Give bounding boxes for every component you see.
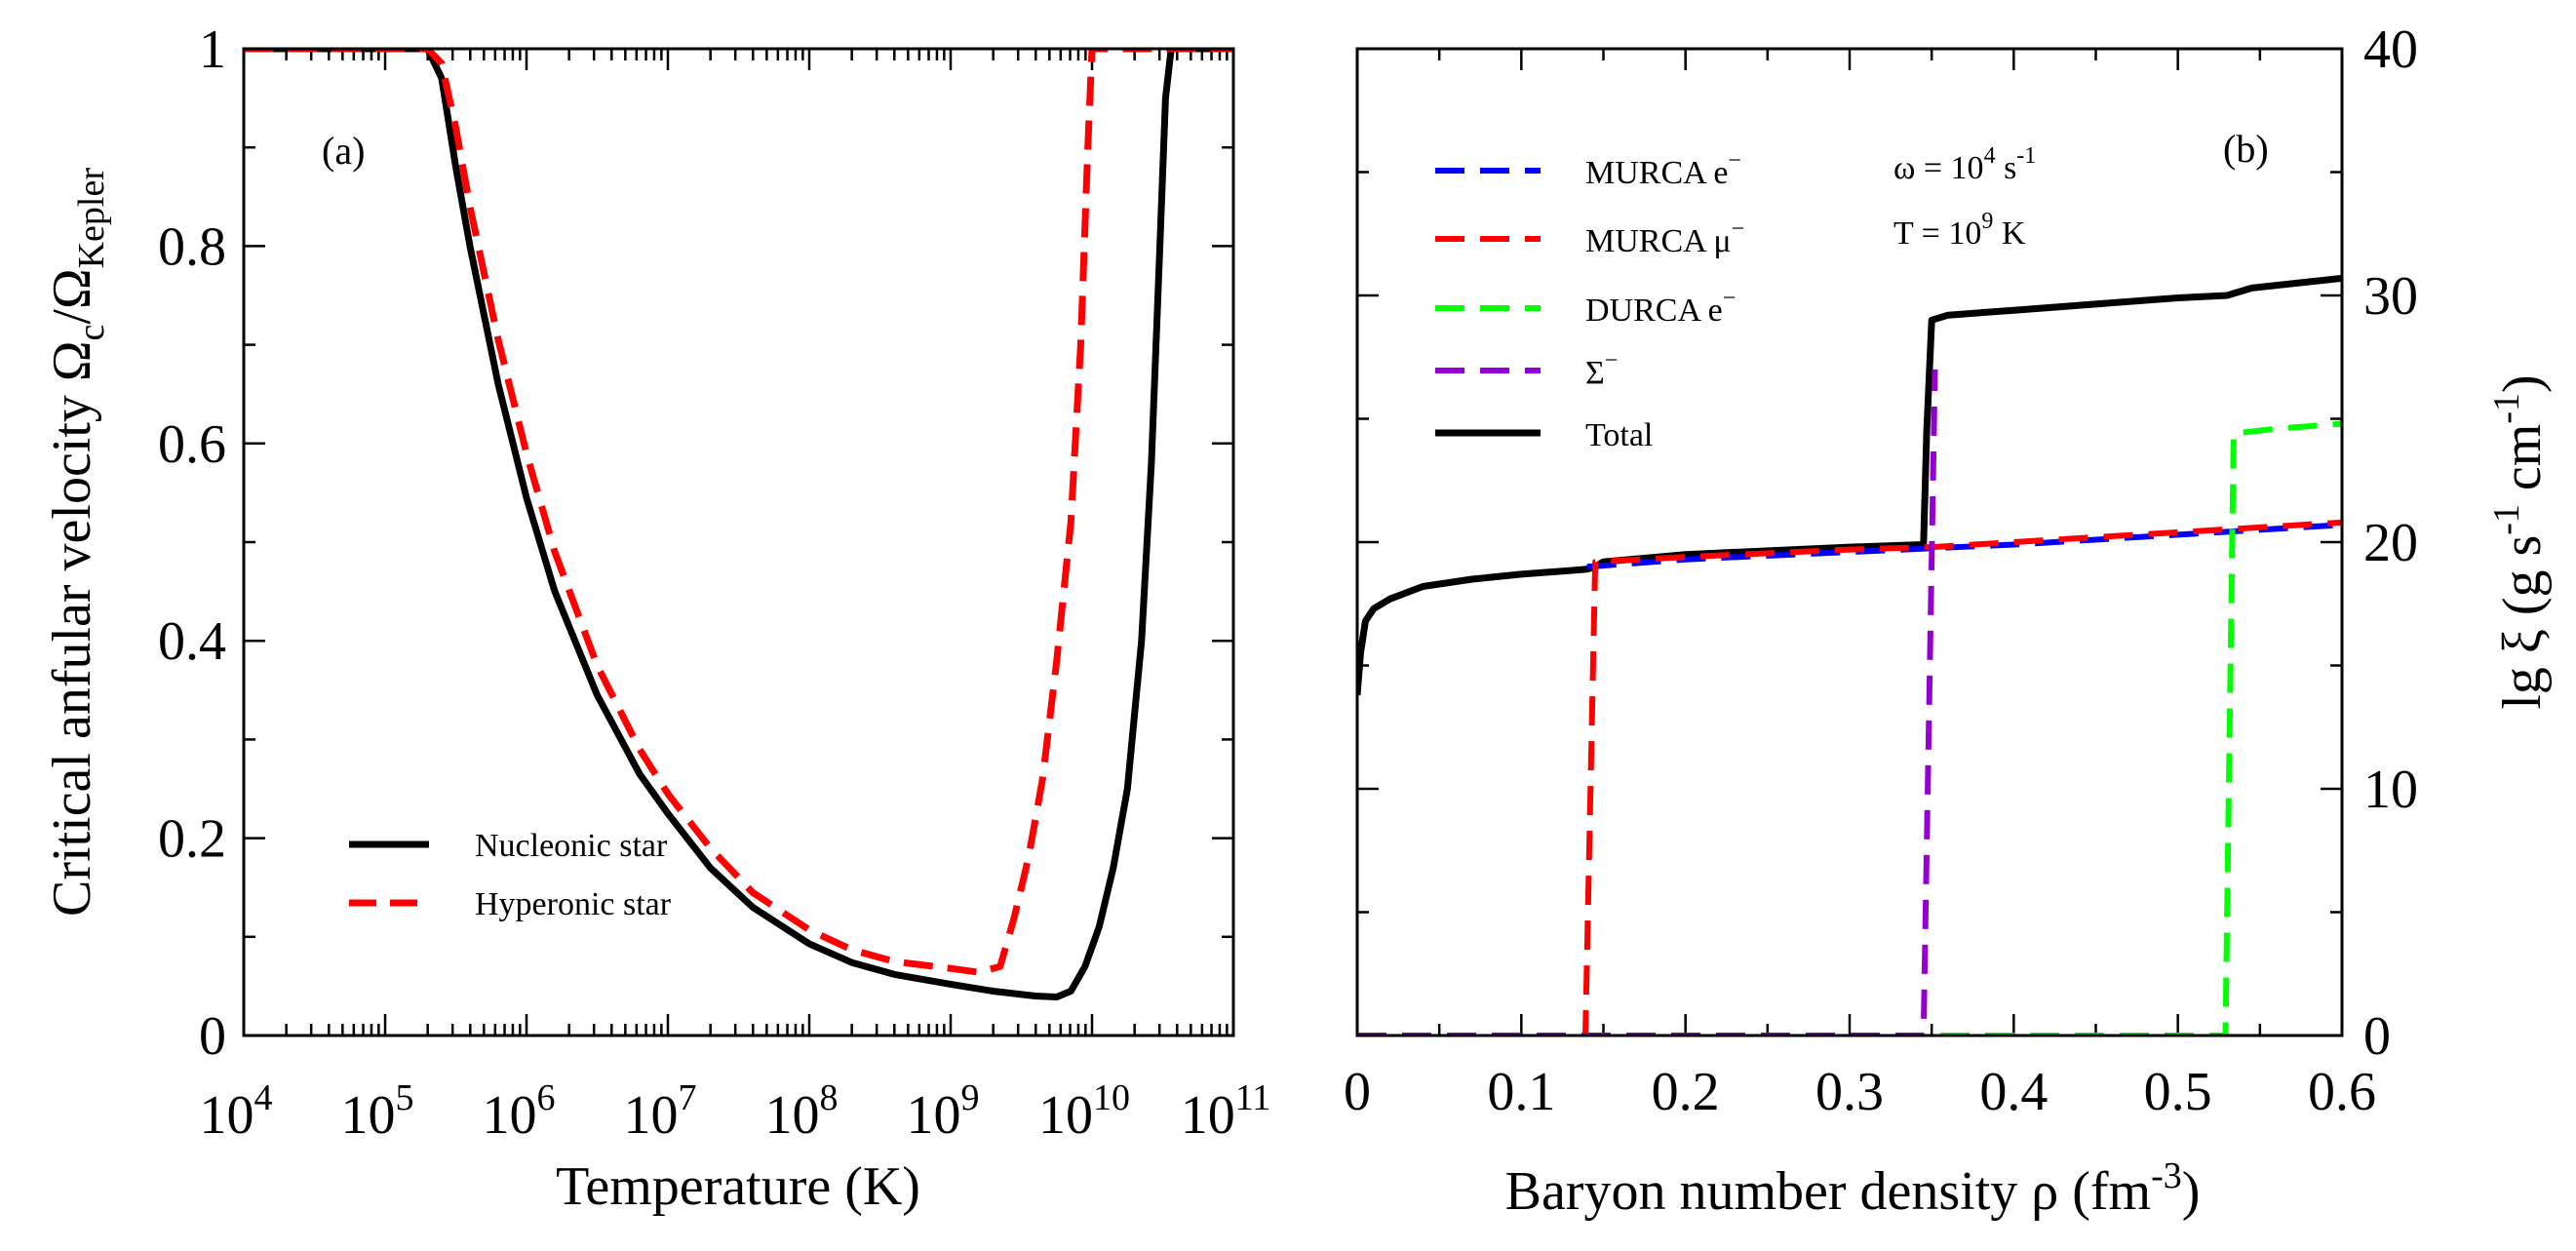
omega-exp: 4 [1984,143,1996,169]
x-tick-label: 0.5 [2144,1062,2212,1122]
annotation-temperature: T = 109 K [1893,209,2026,252]
legend-label-nucleonic: Nucleonic star [475,828,668,864]
panel-a-series [244,49,1233,1000]
x-tick-label: 0.4 [1979,1062,2048,1122]
x-tick-label: 104 [200,1077,273,1146]
series-line-hyperonic-star [244,49,1233,976]
panel-a-y-axis-title: Critical anfular velocity Ωc/ΩKepler [42,168,112,917]
series-line-nucleonic-star [244,49,1233,1000]
y-tick-label: 0 [2363,1006,2391,1067]
legend-label-murca-mu: MURCA μ− [1585,216,1744,259]
panel-a-x-tick-labels: 104 105 106 107 108 109 1010 1011 [200,1077,1271,1146]
series-line--3 [1357,369,1938,1036]
series-line-murca-1 [1357,519,2342,1036]
annotation-omega: ω = 104 s-1 [1893,143,2036,186]
y-tick-label: 0.6 [158,414,226,475]
y-title-exp2: -1 [2486,393,2527,424]
series-line-total-4 [1357,274,2342,696]
y-title-part1: lg ξ (g s [2492,535,2553,710]
y-title-part2: cm [2492,424,2553,504]
y-title-part3: ) [2492,374,2553,393]
x-title-main: Baryon number density ρ (fm [1505,1161,2151,1222]
x-title-exp: -3 [2151,1155,2182,1196]
y-tick-label: 0.8 [158,216,226,277]
panel-b-density-chart: 0 0.1 0.2 0.3 0.4 0.5 0.6 0 10 20 30 40 (b) Baryon… [1344,20,2553,1222]
y-tick-label: 0.4 [158,611,226,672]
panel-b-x-axis-title: Baryon number density ρ (fm-3) [1505,1155,2201,1222]
x-tick-label: 106 [483,1077,556,1146]
panel-a-temperature-chart: 104 105 106 107 108 109 1010 1011 0 0.2 0.4 0.6 0.8… [42,20,1270,1217]
omega-tail-exp: -1 [2016,143,2036,169]
panel-b-series [1357,274,2342,1036]
y-title-sub-kepler: Kepler [71,168,112,269]
x-tick-label: 1011 [1181,1077,1271,1146]
x-tick-label: 0.3 [1815,1062,1884,1122]
y-title-sub-c: c [71,325,112,341]
series-line-durca-e-2 [1357,420,2342,1036]
panel-a-legend: Nucleonic star Hyperonic star [349,828,672,922]
legend-label-hyperonic: Hyperonic star [475,886,672,922]
x-tick-label: 107 [624,1077,697,1146]
panel-b-y-tick-labels: 0 10 20 30 40 [2363,20,2418,1067]
y-title-exp1: -1 [2486,504,2527,535]
legend-label-total: Total [1585,417,1653,453]
panel-a-plot-frame [242,47,1235,1037]
x-tick-label: 1010 [1038,1077,1130,1146]
omega-text: ω = 10 [1893,150,1984,186]
y-tick-label: 30 [2363,266,2418,327]
panel-a-y-tick-labels: 0 0.2 0.4 0.6 0.8 1 [158,20,226,1067]
panel-a-label: (a) [322,129,365,173]
temp-exp: 9 [1981,209,1993,234]
y-tick-label: 1 [199,20,226,80]
temp-tail: K [1993,215,2026,252]
legend-label-sigma: Σ− [1585,348,1618,391]
x-tick-label: 109 [907,1077,980,1146]
x-tick-label: 0 [1344,1062,1371,1122]
x-tick-label: 0.6 [2308,1062,2376,1122]
panel-b-plot-frame [1355,47,2344,1037]
omega-tail: s [1996,150,2017,186]
y-tick-label: 20 [2363,513,2418,573]
legend-label-murca-e: MURCA e− [1585,148,1741,191]
panel-b-tick-marks [1355,47,2344,1037]
panel-b-y-axis-title: lg ξ (g s-1 cm-1) [2486,374,2553,709]
y-tick-label: 40 [2363,20,2418,80]
x-title-close: ) [2182,1161,2201,1222]
x-tick-label: 108 [765,1077,839,1146]
y-tick-label: 10 [2363,760,2418,820]
panel-b-x-tick-labels: 0 0.1 0.2 0.3 0.4 0.5 0.6 [1344,1062,2376,1122]
panel-b-legend: MURCA e− MURCA μ− DURCA e− Σ− Total [1435,148,1744,453]
temp-text: T = 10 [1893,215,1981,252]
y-tick-label: 0.2 [158,809,226,870]
panel-a-x-axis-title: Temperature (K) [556,1156,920,1217]
x-tick-label: 105 [341,1077,414,1146]
x-tick-label: 0.2 [1652,1062,1720,1122]
y-title-main: Critical anfular velocity Ω [42,340,102,917]
legend-label-durca-e: DURCA e− [1585,286,1736,329]
y-tick-label: 0 [199,1006,226,1067]
x-tick-label: 0.1 [1487,1062,1555,1122]
series-line-murca-e-0 [1586,522,2342,570]
panel-b-label: (b) [2223,127,2269,171]
panel-b-annotations: ω = 104 s-1 T = 109 K [1893,143,2036,252]
panel-a-tick-marks [242,47,1233,1037]
y-title-mid: /Ω [42,268,102,324]
